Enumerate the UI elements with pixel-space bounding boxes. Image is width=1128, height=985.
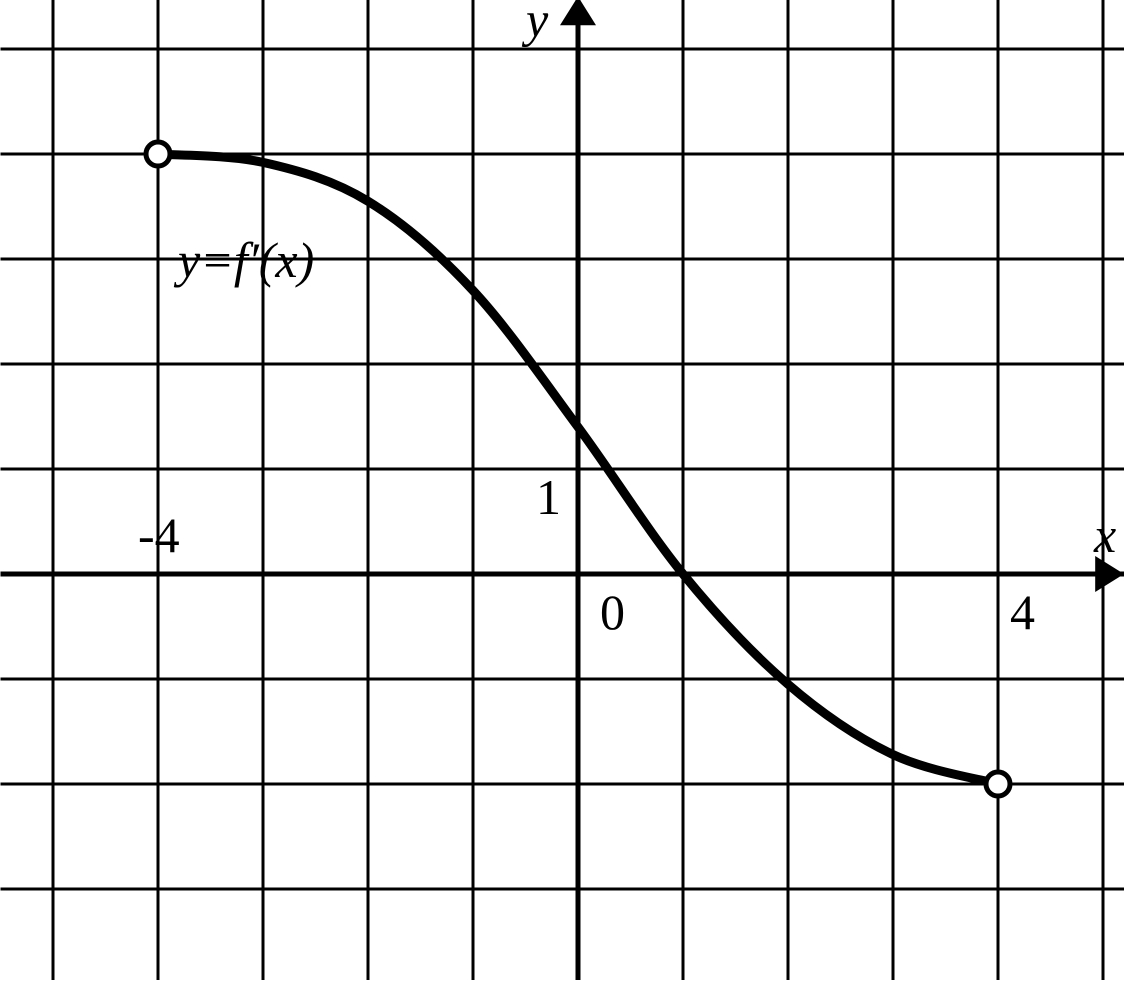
y-axis-label: y	[521, 0, 549, 47]
derivative-graph: y x 0 1 -4 4 y=f′(x)	[0, 0, 1128, 980]
chart-container: y x 0 1 -4 4 y=f′(x)	[0, 0, 1128, 985]
x-axis-label: x	[1093, 507, 1116, 563]
ytick-1-label: 1	[536, 469, 561, 525]
curve-label: y=f′(x)	[173, 232, 314, 288]
xtick-4-label: 4	[1010, 584, 1035, 640]
origin-label: 0	[600, 584, 625, 640]
xtick-neg4-label: -4	[138, 507, 180, 563]
endpoint-open	[986, 772, 1010, 796]
endpoint-open	[146, 142, 170, 166]
